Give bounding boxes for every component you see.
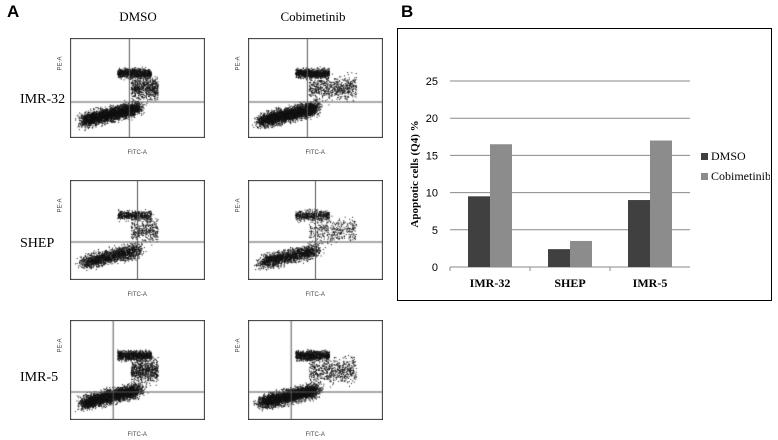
x-axis-label: FITC-A [127,432,147,438]
column-header-cobimetinib: Cobimetinib [280,9,346,24]
flow-scatter [248,38,383,138]
flow-scatter [70,180,205,280]
y-tick-label: 5 [432,225,438,237]
row-header-imr32: IMR-32 [20,92,66,107]
panel-label-b: B [401,2,414,21]
y-axis-label: PE-A [235,198,242,213]
legend-swatch-dmso [701,153,708,160]
y-tick-label: 15 [426,150,438,162]
y-tick-label: 0 [432,262,438,274]
y-axis-label: Apoptotic cells (Q4) % [409,120,421,227]
flow-scatter [248,180,383,280]
bar-dmso-shep [548,249,570,267]
bar-cobimetinib-imr-5 [650,140,672,267]
x-tick-label: SHEP [554,276,585,290]
y-axis-label: PE-A [57,338,64,353]
y-axis-label: PE-A [235,56,242,71]
flow-scatter [248,320,383,420]
y-axis-label: PE-A [57,198,64,213]
bar-chart-panel: 0 5 10 15 20 25 IMR-32 SHEP IMR-5 Apoptotic cells… [397,28,772,301]
x-tick-label: IMR-5 [633,276,668,290]
bar-chart: 0 5 10 15 20 25 IMR-32 SHEP IMR-5 Apoptotic cells… [409,76,771,290]
row-header-shep: SHEP [20,236,55,251]
y-tick-label: 25 [426,76,438,88]
row-header-imr5: IMR-5 [20,370,59,385]
bar-cobimetinib-shep [570,240,592,267]
y-axis-label: PE-A [57,56,64,71]
y-tick-label: 20 [426,113,438,125]
column-header-dmso: DMSO [119,9,157,24]
bar-dmso-imr-32 [468,196,490,267]
x-axis-label: FITC-A [305,292,325,298]
x-axis-label: FITC-A [127,292,147,298]
bar-dmso-imr-5 [628,200,650,267]
flow-scatter [70,320,205,420]
x-axis-label: FITC-A [305,150,325,156]
flow-scatter [70,38,205,138]
legend-swatch-cobimetinib [701,173,708,180]
legend-label-dmso: DMSO [711,149,746,163]
y-tick-label: 10 [426,188,438,200]
legend-label-cobimetinib: Cobimetinib [711,169,770,183]
x-axis-label: FITC-A [305,432,325,438]
bar-cobimetinib-imr-32 [490,144,512,267]
x-axis-label: FITC-A [127,150,147,156]
panel-label-a: A [7,2,20,21]
x-tick-label: IMR-32 [470,276,511,290]
y-axis-label: PE-A [235,338,242,353]
